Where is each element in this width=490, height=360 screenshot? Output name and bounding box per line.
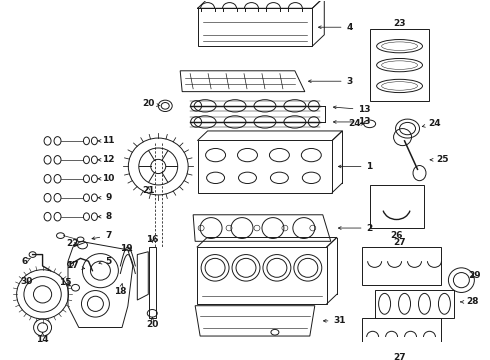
Text: 27: 27	[393, 238, 406, 247]
Text: 9: 9	[98, 193, 112, 202]
Text: 20: 20	[146, 318, 158, 329]
Text: 14: 14	[36, 333, 49, 344]
Text: 21: 21	[142, 186, 154, 195]
Text: 4: 4	[318, 23, 353, 32]
Text: 3: 3	[309, 77, 353, 86]
Text: 30: 30	[21, 276, 33, 285]
Text: 29: 29	[468, 271, 481, 280]
Text: 12: 12	[98, 155, 115, 164]
Bar	[149, 247, 156, 318]
Text: 31: 31	[323, 316, 346, 325]
Text: 1: 1	[339, 162, 373, 171]
Text: 16: 16	[146, 235, 158, 244]
Text: 10: 10	[98, 174, 115, 183]
Bar	[369, 29, 429, 101]
Text: 7: 7	[92, 231, 112, 240]
Text: 28: 28	[461, 297, 479, 306]
Text: 19: 19	[120, 244, 133, 253]
Text: 8: 8	[98, 212, 112, 221]
Text: 24: 24	[348, 120, 364, 129]
Text: 22: 22	[66, 239, 79, 248]
Text: 13: 13	[333, 117, 371, 126]
Bar	[197, 140, 332, 193]
Text: 11: 11	[98, 136, 115, 145]
Text: 5: 5	[99, 257, 112, 266]
Bar	[369, 185, 424, 228]
Bar	[362, 247, 441, 285]
Text: 20: 20	[142, 99, 160, 108]
Text: 18: 18	[114, 284, 126, 296]
Text: 25: 25	[430, 155, 449, 164]
Text: 13: 13	[333, 105, 371, 114]
Bar	[197, 247, 327, 304]
Text: 2: 2	[339, 224, 373, 233]
Text: 27: 27	[393, 353, 406, 360]
Text: 6: 6	[22, 257, 30, 266]
Bar	[362, 318, 441, 351]
Text: 15: 15	[59, 279, 72, 288]
Text: 23: 23	[393, 19, 406, 28]
Text: 26: 26	[391, 231, 403, 240]
Text: 17: 17	[66, 261, 85, 270]
Text: 24: 24	[422, 120, 441, 129]
Bar	[375, 289, 454, 318]
